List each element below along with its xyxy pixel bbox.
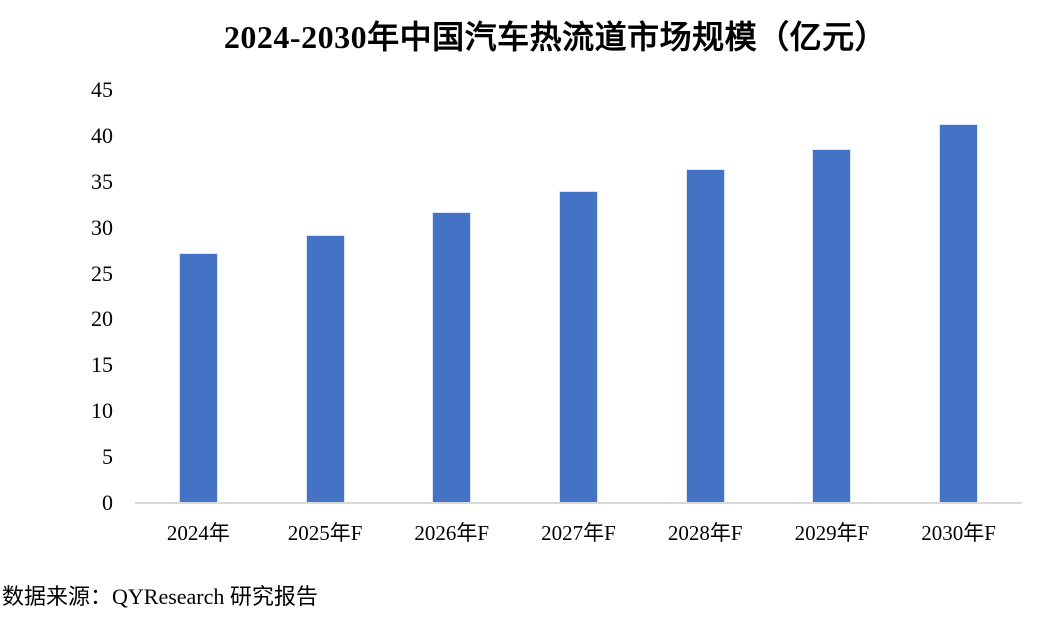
y-tick-label: 45 xyxy=(91,77,113,102)
bar xyxy=(306,235,344,503)
y-tick-label: 40 xyxy=(91,122,113,148)
bar xyxy=(686,169,724,503)
y-tick-label: 20 xyxy=(91,306,113,332)
y-tick-label: 15 xyxy=(91,352,113,378)
bar xyxy=(179,254,217,503)
data-source-note: 数据来源：QYResearch 研究报告 xyxy=(2,584,318,609)
x-tick-label: 2028年F xyxy=(667,521,743,545)
x-tick-label: 2026年F xyxy=(414,521,490,545)
y-tick-label: 30 xyxy=(91,214,113,240)
x-tick-label: 2027年F xyxy=(541,521,616,545)
bar xyxy=(560,191,597,503)
x-axis-line xyxy=(135,502,1022,504)
x-tick-label: 2030年F xyxy=(921,521,996,545)
bar xyxy=(813,149,851,503)
y-tick-label: 25 xyxy=(91,260,113,286)
x-tick-label: 2029年F xyxy=(794,521,870,545)
y-tick-label: 35 xyxy=(91,168,113,194)
y-tick-label: 10 xyxy=(91,398,113,424)
x-tick-label: 2025年F xyxy=(287,521,363,545)
chart-title: 2024-2030年中国汽车热流道市场规模（亿元） xyxy=(223,19,888,55)
y-tick-label: 5 xyxy=(102,444,113,470)
bar xyxy=(940,124,978,503)
plot-area: 0 5 10 15 20 25 30 35 40 45 2024年 2025年F 2026年F 2027… xyxy=(91,79,1022,545)
y-tick-label: 0 xyxy=(102,490,113,515)
x-tick-label: 2024年 xyxy=(166,521,230,545)
bar xyxy=(433,213,471,503)
